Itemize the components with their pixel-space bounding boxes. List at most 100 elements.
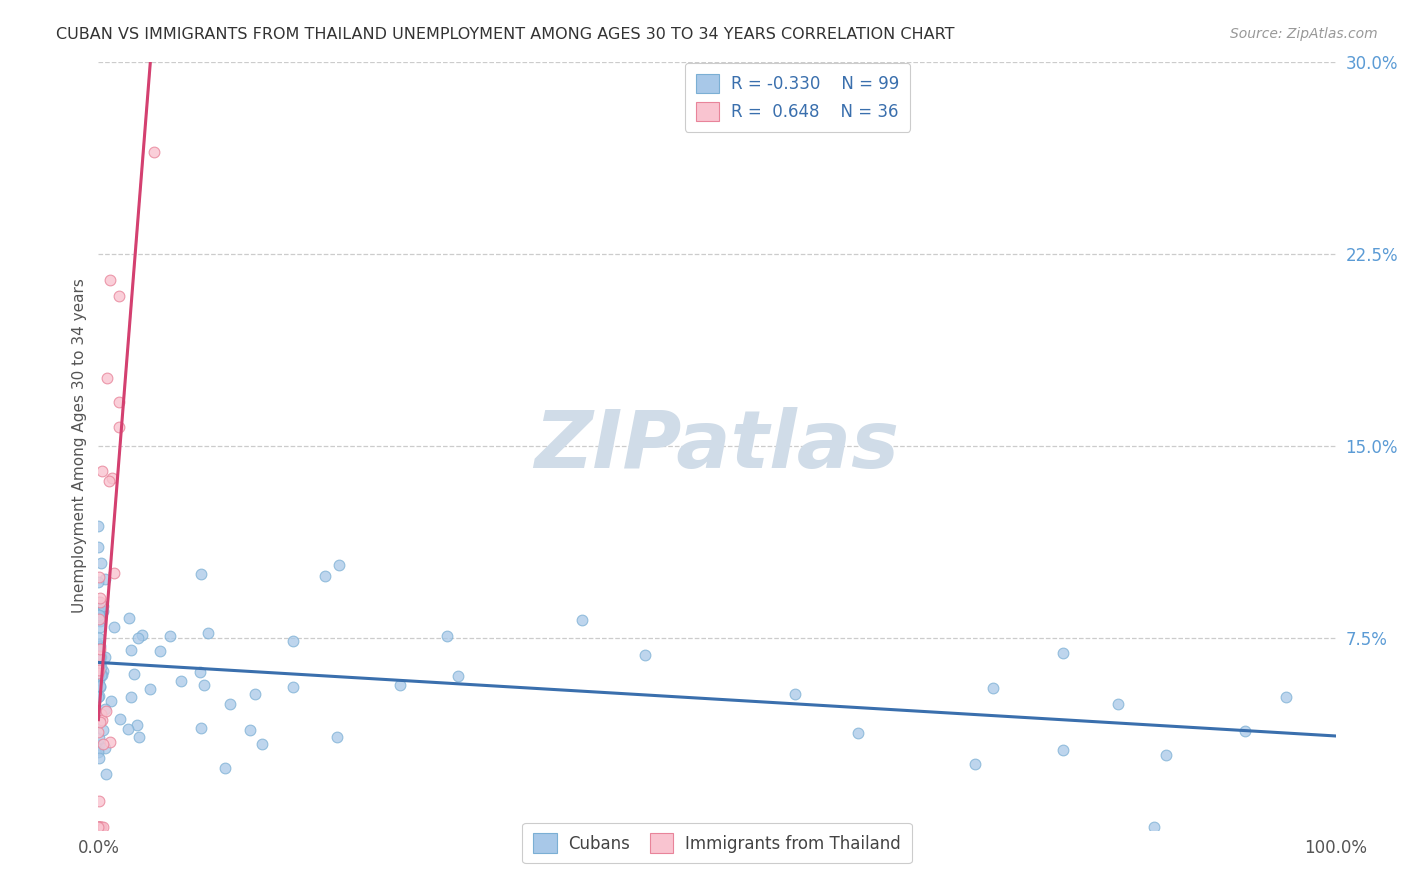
Point xyxy=(87,690,110,704)
Point xyxy=(91,664,114,678)
Point xyxy=(108,394,131,409)
Point xyxy=(89,679,111,693)
Point xyxy=(197,625,219,640)
Point xyxy=(571,614,593,628)
Point xyxy=(107,420,129,434)
Point xyxy=(190,721,212,735)
Point xyxy=(90,668,112,682)
Point xyxy=(143,145,166,159)
Point xyxy=(1052,743,1074,757)
Point xyxy=(87,724,110,739)
Point xyxy=(159,629,181,643)
Point xyxy=(98,273,121,287)
Point xyxy=(96,371,118,385)
Point xyxy=(848,726,870,740)
Point xyxy=(785,687,807,701)
Point xyxy=(218,697,240,711)
Point xyxy=(87,519,110,533)
Point xyxy=(87,731,110,745)
Point xyxy=(117,722,139,736)
Point xyxy=(87,640,110,654)
Point xyxy=(1234,723,1257,738)
Point xyxy=(89,642,111,657)
Point xyxy=(283,634,305,648)
Point xyxy=(965,756,987,771)
Point xyxy=(281,680,304,694)
Text: ZIPatlas: ZIPatlas xyxy=(534,407,900,485)
Point xyxy=(93,820,115,834)
Point xyxy=(1052,646,1074,660)
Point xyxy=(87,603,110,617)
Point xyxy=(633,648,655,662)
Point xyxy=(87,659,110,673)
Point xyxy=(139,681,162,696)
Point xyxy=(250,737,273,751)
Point xyxy=(117,611,139,625)
Point xyxy=(98,735,121,749)
Point xyxy=(87,648,110,662)
Y-axis label: Unemployment Among Ages 30 to 34 years: Unemployment Among Ages 30 to 34 years xyxy=(72,278,87,614)
Point xyxy=(190,665,212,679)
Point xyxy=(93,741,115,756)
Point xyxy=(87,601,110,615)
Point xyxy=(103,566,125,580)
Point xyxy=(1275,690,1298,704)
Point xyxy=(93,723,115,737)
Point xyxy=(89,650,111,665)
Point xyxy=(89,614,111,628)
Point xyxy=(87,637,110,651)
Point xyxy=(90,464,112,478)
Point xyxy=(94,702,117,716)
Point xyxy=(94,704,117,718)
Point xyxy=(91,737,114,751)
Point xyxy=(90,650,112,665)
Point xyxy=(87,794,110,808)
Point xyxy=(87,658,110,673)
Point xyxy=(87,540,110,554)
Point xyxy=(94,649,117,664)
Point xyxy=(87,751,110,765)
Point xyxy=(326,730,349,744)
Point xyxy=(91,713,114,727)
Point xyxy=(101,471,124,485)
Point xyxy=(94,572,117,586)
Point xyxy=(436,629,458,643)
Point xyxy=(90,556,112,570)
Point xyxy=(87,666,110,681)
Point xyxy=(193,678,215,692)
Point xyxy=(122,667,145,681)
Point xyxy=(89,648,111,662)
Point xyxy=(314,569,336,583)
Point xyxy=(120,642,142,657)
Point xyxy=(127,631,149,645)
Point xyxy=(388,677,411,691)
Point xyxy=(87,820,110,834)
Point xyxy=(87,820,110,834)
Point xyxy=(87,595,110,609)
Point xyxy=(128,730,150,744)
Point xyxy=(190,567,212,582)
Point xyxy=(89,820,111,834)
Point xyxy=(120,690,142,704)
Point xyxy=(87,664,110,678)
Point xyxy=(89,667,111,681)
Point xyxy=(89,631,111,645)
Point xyxy=(447,668,470,682)
Point xyxy=(89,620,111,634)
Point xyxy=(108,288,131,302)
Point xyxy=(87,610,110,624)
Point xyxy=(89,639,111,653)
Point xyxy=(91,604,114,618)
Point xyxy=(87,665,110,679)
Point xyxy=(149,644,172,658)
Point xyxy=(328,558,350,572)
Point xyxy=(87,739,110,753)
Point xyxy=(87,820,110,834)
Point xyxy=(243,687,266,701)
Point xyxy=(103,620,125,634)
Point xyxy=(89,612,111,626)
Point xyxy=(91,599,114,614)
Point xyxy=(87,607,110,622)
Point xyxy=(108,712,131,726)
Text: CUBAN VS IMMIGRANTS FROM THAILAND UNEMPLOYMENT AMONG AGES 30 TO 34 YEARS CORRELA: CUBAN VS IMMIGRANTS FROM THAILAND UNEMPL… xyxy=(56,27,955,42)
